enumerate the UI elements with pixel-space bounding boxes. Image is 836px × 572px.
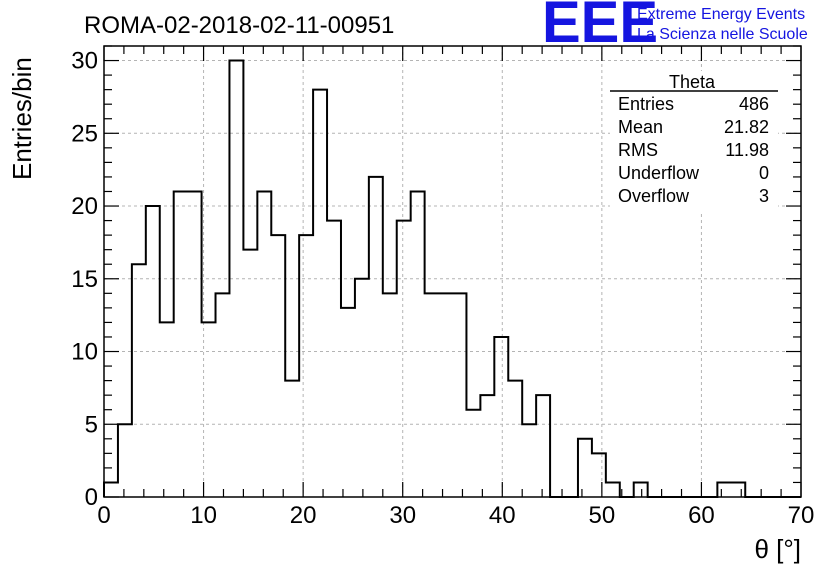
- y-tick-label: 20: [71, 193, 98, 220]
- y-tick-label: 30: [71, 48, 98, 75]
- y-tick-label: 10: [71, 339, 98, 366]
- x-tick-label: 30: [389, 502, 416, 529]
- x-tick-label: 40: [489, 502, 516, 529]
- stats-label: Underflow: [618, 163, 700, 183]
- x-tick-label: 60: [688, 502, 715, 529]
- y-axis-label: Entries/bin: [7, 57, 37, 180]
- stats-label: Overflow: [618, 186, 690, 206]
- histogram-outline: [103, 59, 801, 498]
- stats-value: 11.98: [725, 140, 769, 160]
- y-tick-label: 0: [85, 484, 98, 511]
- eee-logo-line1: Extreme Energy Events: [637, 6, 805, 23]
- stats-label: RMS: [618, 140, 658, 160]
- stats-box-background: [610, 71, 778, 211]
- x-tick-label: 50: [589, 502, 616, 529]
- x-axis-label: θ [°]: [754, 534, 801, 564]
- stats-label: Entries: [618, 94, 674, 114]
- x-tick-label: 10: [190, 502, 217, 529]
- stats-label: Mean: [618, 117, 663, 137]
- y-tick-label: 15: [71, 266, 98, 293]
- stats-box-title: Theta: [669, 72, 716, 92]
- chart-title: ROMA-02-2018-02-11-00951: [84, 12, 394, 39]
- grid-lines: [104, 46, 801, 497]
- axis-ticks: [103, 45, 802, 498]
- eee-logo-line2: La Scienza nelle Scuole: [637, 26, 808, 43]
- plot-frame: [103, 45, 802, 498]
- y-tick-label: 5: [85, 411, 98, 438]
- eee-logo: EEE Extreme Energy Events La Scienza nel…: [542, 0, 808, 55]
- stats-value: 486: [739, 94, 769, 114]
- x-tick-label: 0: [97, 502, 110, 529]
- stats-value: 21.82: [724, 117, 769, 137]
- stats-box: Theta Entries 486 Mean 21.82 RMS 11.98 Underfl…: [610, 71, 778, 211]
- stats-value: 0: [759, 163, 769, 183]
- x-tick-label: 20: [290, 502, 317, 529]
- x-tick-label: 70: [788, 502, 815, 529]
- y-tick-label: 25: [71, 120, 98, 147]
- stats-value: 3: [759, 186, 769, 206]
